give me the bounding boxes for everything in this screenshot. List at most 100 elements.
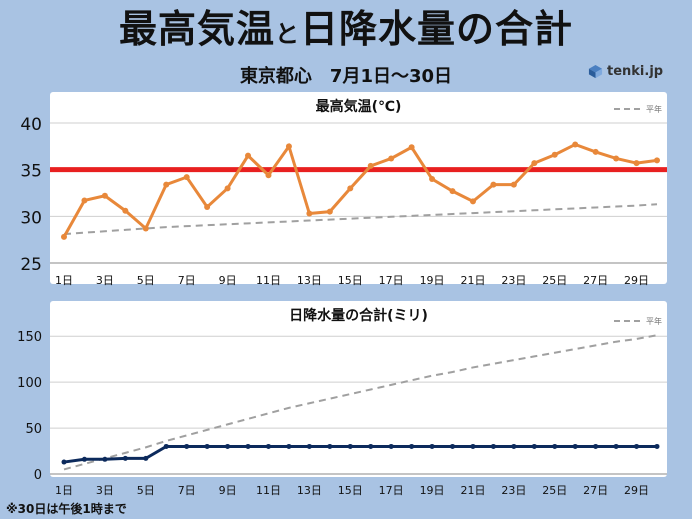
data-point [551, 151, 558, 158]
data-point [613, 155, 620, 162]
data-point [572, 141, 579, 148]
data-point [368, 443, 374, 449]
data-point [552, 443, 558, 449]
data-point [306, 210, 313, 217]
y-tick-label: 40 [20, 115, 42, 135]
x-tick-label: 19日 [420, 274, 445, 287]
data-point [490, 443, 496, 449]
title-connector: と [275, 20, 300, 48]
x-tick-label: 21日 [460, 484, 485, 497]
data-point [388, 155, 395, 162]
data-point [470, 443, 476, 449]
y-tick-label: 25 [20, 255, 42, 275]
data-point [102, 456, 108, 462]
y-tick-label: 35 [20, 162, 42, 182]
legend-normal: 平年 [614, 316, 662, 326]
data-point [429, 176, 436, 182]
x-tick-label: 5日 [137, 484, 155, 497]
tenki-logo: tenki.jp [588, 64, 663, 79]
main-series-line [62, 142, 658, 238]
logo-text: tenki.jp [607, 64, 664, 79]
x-tick-label: 25日 [542, 484, 567, 497]
tenki-logo-icon [588, 64, 603, 79]
data-point [429, 443, 435, 449]
data-point [634, 443, 640, 449]
data-point [347, 185, 354, 192]
x-tick-label: 27日 [583, 274, 608, 287]
data-point [531, 160, 538, 167]
data-point [326, 208, 333, 215]
data-point [327, 443, 333, 449]
data-point [61, 233, 67, 240]
x-tick-label: 7日 [178, 484, 196, 497]
x-tick-label: 29日 [624, 484, 649, 497]
x-tick-label: 21日 [460, 274, 485, 287]
x-tick-label: 11日 [256, 484, 281, 497]
x-tick-label: 7日 [178, 274, 196, 287]
data-point [285, 143, 292, 150]
x-tick-label: 17日 [379, 274, 404, 287]
x-tick-label: 25日 [542, 274, 567, 287]
x-tick-label: 3日 [96, 484, 114, 497]
data-point [122, 207, 129, 214]
y-tick-label: 100 [17, 376, 42, 391]
chart-panel [50, 92, 667, 284]
legend-normal-label: 平年 [646, 316, 662, 326]
data-point [450, 443, 456, 449]
x-tick-label: 1日 [55, 274, 73, 287]
x-tick-label: 9日 [219, 484, 237, 497]
x-tick-label: 29日 [624, 274, 649, 287]
data-point [654, 157, 660, 164]
data-point [81, 456, 87, 462]
data-point [388, 443, 394, 449]
y-tick-label: 50 [25, 422, 42, 437]
data-point [654, 443, 660, 449]
x-tick-label: 1日 [55, 484, 73, 497]
x-tick-label: 3日 [96, 274, 114, 287]
main-series-line [63, 444, 657, 464]
x-tick-label: 11日 [256, 274, 281, 287]
data-point [286, 443, 292, 449]
chart-title: 最高気温(℃) [316, 98, 402, 115]
x-tick-label: 13日 [297, 484, 322, 497]
x-tick-label: 23日 [501, 484, 526, 497]
x-tick-label: 9日 [219, 274, 237, 287]
x-tick-label: 27日 [583, 484, 608, 497]
data-point [347, 443, 353, 449]
data-point [367, 162, 374, 169]
data-point [408, 144, 415, 151]
main-title: 最高気温と日降水量の合計 [0, 4, 692, 59]
normal-series-line [63, 334, 658, 471]
data-point [225, 443, 231, 449]
data-point [245, 443, 251, 449]
y-tick-label: 0 [34, 468, 42, 483]
x-tick-label: 13日 [297, 274, 322, 287]
data-point [572, 443, 578, 449]
x-tick-label: 19日 [420, 484, 445, 497]
x-tick-label: 15日 [338, 484, 363, 497]
data-point [613, 443, 619, 449]
data-point [101, 192, 108, 199]
data-point [633, 160, 640, 167]
data-point [409, 443, 415, 449]
data-point [224, 185, 231, 192]
precipitation-total-chart: 日降水量の合計(ミリ) 平年 0 50 100 150 1日 3日 5日 7日 9日 11日 13日 15… [17, 301, 667, 497]
legend-normal-label: 平年 [646, 104, 662, 114]
title-part-precipitation: 日降水量の合計 [300, 7, 574, 51]
data-point [204, 204, 211, 210]
chart-title: 日降水量の合計(ミリ) [289, 307, 428, 324]
title-part-temperature: 最高気温 [118, 7, 275, 51]
footnote: ※30日は午後1時まで [6, 502, 127, 516]
data-point [511, 443, 517, 449]
data-point [143, 455, 149, 461]
y-tick-label: 30 [20, 208, 42, 228]
data-point [593, 443, 599, 449]
data-point [469, 198, 476, 205]
max-temperature-chart: 最高気温(℃) 平年 25 30 35 40 1日 3日 5日 7日 9日 11日 13日 15日 17日 1… [20, 92, 667, 287]
legend-normal: 平年 [614, 104, 662, 114]
data-point [265, 172, 272, 179]
data-point [61, 459, 67, 465]
data-point [163, 181, 170, 188]
data-point [592, 148, 599, 155]
data-point [204, 443, 210, 449]
